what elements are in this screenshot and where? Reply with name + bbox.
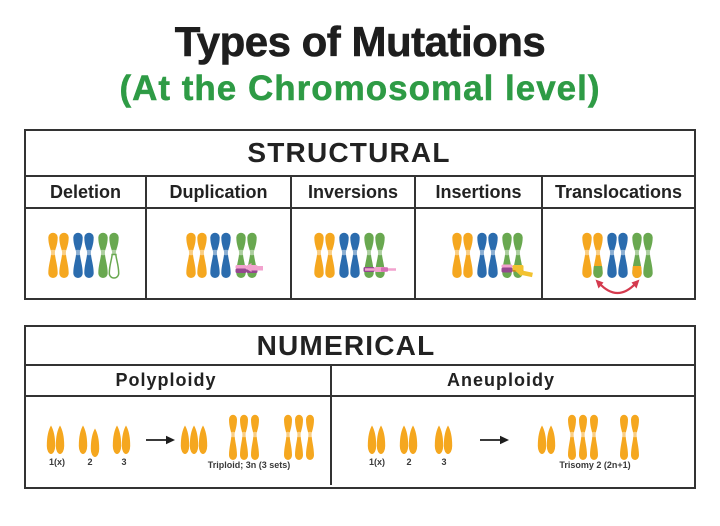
column-header-polyploidy: Polyploidy (26, 366, 332, 395)
insertions-diagram (416, 209, 533, 298)
chromosome-set-2 (78, 425, 100, 457)
translocations-diagram (543, 209, 694, 295)
polyploidy-result-label: Triploid; 3n (3 sets) (207, 460, 291, 470)
deletion-diagram (26, 209, 120, 279)
duplication-diagram (147, 209, 263, 298)
set-label-3: 3 (441, 457, 447, 467)
arrow-icon (145, 434, 176, 446)
triploid-set-small (180, 425, 208, 454)
duplication-arrow (244, 263, 263, 272)
deletion-cell (26, 209, 147, 298)
duplicated-band (235, 265, 247, 269)
translocated-green-tip (593, 266, 603, 278)
column-header-aneuploidy: Aneuploidy (447, 370, 555, 390)
numerical-diagram-row: 1(x) 2 3 Triploid; 3n (3 sets) (26, 397, 694, 485)
chromosome-set-3 (434, 425, 453, 454)
chromosome-pair-orange (582, 233, 604, 280)
structural-table: STRUCTURAL Deletion Duplication Inversio… (24, 129, 696, 300)
chromosome-pair-orange (48, 233, 68, 278)
chromosome-pair-orange (314, 233, 334, 278)
chromosome-pair-blue (210, 233, 230, 278)
chromosome-set-2 (399, 425, 418, 454)
set-label-1: 1(x) (48, 457, 66, 467)
column-header-inversions: Inversions (292, 177, 416, 207)
chromosome-pair-green (631, 233, 653, 280)
deleted-segment (108, 253, 120, 279)
set-label-1: 1(x) (368, 457, 386, 467)
chromosome-pair-green (98, 233, 120, 279)
inversions-diagram (292, 209, 396, 298)
set-label-2: 2 (406, 457, 412, 467)
polyploidy-diagram (46, 397, 332, 485)
aneuploidy-result-label: Trisomy 2 (2n+1) (559, 460, 631, 470)
chromosome-pair-orange (452, 233, 472, 278)
trisomy-set-pair (620, 415, 639, 460)
polyploidy-cell: 1(x) 2 3 Triploid; 3n (3 sets) (26, 397, 332, 485)
band-pink (501, 264, 513, 268)
numerical-table: NUMERICAL Polyploidy Aneuploidy (24, 325, 696, 489)
set-label-3: 3 (121, 457, 127, 467)
inversions-cell (292, 209, 416, 298)
column-header-duplication: Duplication (147, 177, 292, 207)
triploid-set-tall-1 (229, 415, 259, 460)
numerical-column-headers: Polyploidy Aneuploidy (26, 366, 694, 397)
chromosome-pair-orange (186, 233, 206, 278)
chromosome-pair-blue (477, 233, 497, 278)
band-magenta (501, 267, 513, 273)
translocated-orange-tip (632, 266, 642, 278)
translocations-cell (543, 209, 694, 298)
inversion-arrow (365, 267, 396, 272)
translocation-exchange-arrow (595, 279, 640, 295)
insertions-cell (416, 209, 543, 298)
chromosome-pair-blue (73, 233, 93, 278)
duplicated-band (235, 268, 247, 273)
column-header-deletion: Deletion (26, 177, 147, 207)
aneuploidy-cell: 1(x) 2 3 Trisomy 2 (2n+1) (332, 397, 694, 485)
chromosome-pair-blue (607, 233, 627, 278)
structural-diagram-row (26, 209, 694, 298)
page-title: Types of Mutations (174, 18, 546, 66)
chromosome-pair-green (235, 233, 258, 278)
aneuploidy-diagram (367, 397, 694, 485)
trisomy-set-tall (568, 415, 598, 460)
column-header-translocations: Translocations (554, 181, 683, 202)
duplication-cell (147, 209, 292, 298)
numerical-table-header: NUMERICAL (26, 327, 694, 366)
chromosome-set-1 (367, 425, 386, 454)
triploid-set-tall-2 (284, 415, 314, 460)
column-header-insertions: Insertions (416, 177, 543, 207)
structural-column-headers: Deletion Duplication Inversions Insertio… (26, 177, 694, 209)
page-subtitle: (At the Chromosomal level) (119, 69, 601, 109)
structural-table-header: STRUCTURAL (26, 131, 694, 177)
insertion-arrow (515, 267, 533, 278)
arrow-icon (479, 434, 510, 446)
trisomy-set-small (537, 425, 556, 454)
chromosome-set-3 (112, 425, 131, 454)
set-label-2: 2 (87, 457, 93, 467)
chromosome-pair-blue (339, 233, 359, 278)
chromosome-set-1 (46, 425, 65, 454)
